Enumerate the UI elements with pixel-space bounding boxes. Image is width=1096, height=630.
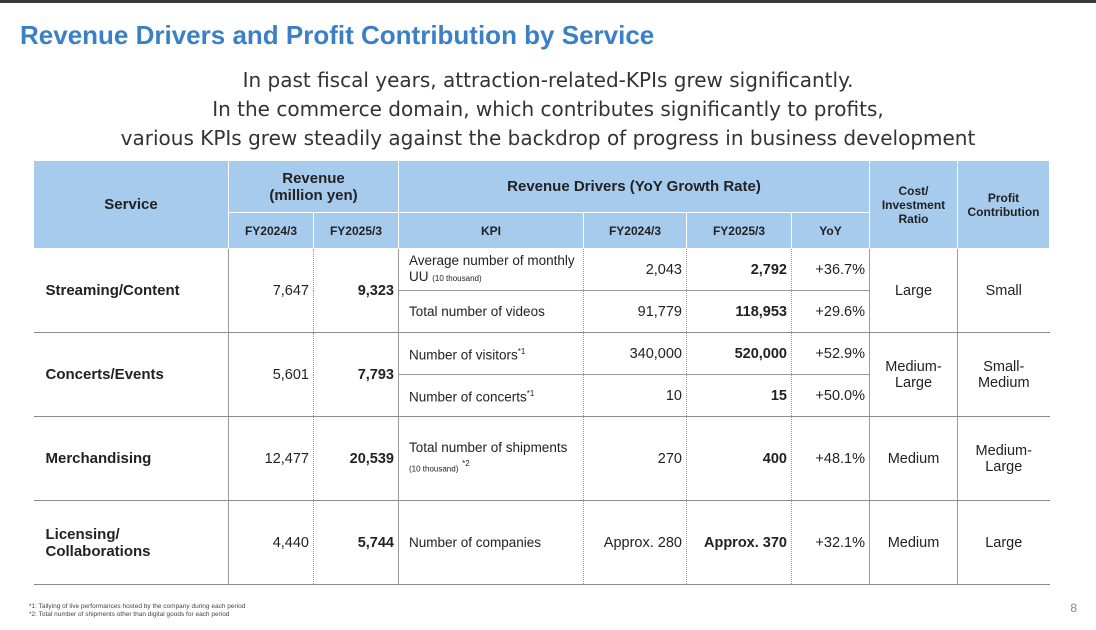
table-row: Total number of videos 91,779 118,953 +2… xyxy=(34,290,1050,333)
licensing-rev-2024: 4,440 xyxy=(228,500,314,585)
header-profit-line-2: Contribution xyxy=(967,204,1040,219)
concerts-kpi-2-mark: *1 xyxy=(526,388,535,398)
licensing-cost: Medium xyxy=(869,500,958,585)
concerts-kpi-1-2024: 340,000 xyxy=(583,332,687,375)
streaming-kpi-1-note: (10 thousand) xyxy=(432,273,482,283)
subtitle-line-1: In past fiscal years, attraction-related… xyxy=(242,68,854,92)
streaming-kpi-2-2024: 91,779 xyxy=(583,290,687,333)
header-rev-fy2025: FY2025/3 xyxy=(313,212,399,249)
header-revenue-drivers: Revenue Drivers (YoY Growth Rate) xyxy=(398,160,870,213)
header-revenue-line-2: (million yen) xyxy=(269,186,358,204)
concerts-kpi-1-label: Number of visitors xyxy=(409,347,518,363)
streaming-kpi-2-2025: 118,953 xyxy=(686,290,792,333)
streaming-rev-2025: 9,323 xyxy=(313,248,399,333)
merch-kpi-2024: 270 xyxy=(583,416,687,501)
header-service: Service xyxy=(33,160,229,249)
concerts-kpi-1: Number of visitors*1 xyxy=(398,332,584,375)
licensing-kpi-yoy: +32.1% xyxy=(791,500,870,585)
streaming-kpi-1-2024: 2,043 xyxy=(583,248,687,291)
concerts-kpi-2-2025: 15 xyxy=(686,374,792,417)
header-revenue: Revenue (million yen) xyxy=(228,160,399,213)
streaming-kpi-2-yoy: +29.6% xyxy=(791,290,870,333)
merch-profit-line-1: Medium- xyxy=(975,442,1032,459)
merch-rev-2025: 20,539 xyxy=(313,416,399,501)
table-row: Streaming/Content 7,647 9,323 Average nu… xyxy=(33,248,1050,333)
concerts-rev-2024: 5,601 xyxy=(228,332,314,417)
concerts-kpi-1-mark: *1 xyxy=(517,346,526,356)
service-streaming: Streaming/Content xyxy=(33,248,229,333)
merch-profit: Medium- Large xyxy=(957,416,1050,501)
header-rev-fy2024: FY2024/3 xyxy=(228,212,314,249)
table-row: Licensing/ Collaborations 4,440 5,744 Nu… xyxy=(33,500,1050,585)
table-row: Concerts/Events 5,601 7,793 Number of vi… xyxy=(33,332,1050,417)
licensing-rev-2025: 5,744 xyxy=(313,500,399,585)
concerts-kpi-1-yoy: +52.9% xyxy=(791,332,870,375)
concerts-profit-line-2: Medium xyxy=(977,374,1030,391)
service-merchandising: Merchandising xyxy=(33,416,229,501)
merch-kpi-mark: *2 xyxy=(462,458,470,468)
concerts-cost: Medium- Large xyxy=(869,332,958,417)
merch-cost: Medium xyxy=(869,416,958,501)
streaming-kpi-1: Average number of monthly UU (10 thousan… xyxy=(398,248,584,291)
header-cost-line-1: Cost/ xyxy=(898,183,929,198)
header-kpi: KPI xyxy=(398,212,584,249)
merch-kpi-label: Total number of shipments xyxy=(409,439,568,455)
merch-kpi: Total number of shipments (10 thousand) … xyxy=(398,416,584,501)
table-row: Number of concerts*1 10 15 +50.0% xyxy=(34,374,1050,417)
footnote-2: *2: Total number of shipments other than… xyxy=(29,611,230,618)
concerts-kpi-2-label: Number of concerts xyxy=(409,389,527,405)
streaming-cost: Large xyxy=(869,248,958,333)
header-cost-ratio: Cost/ Investment Ratio xyxy=(869,160,958,249)
merch-kpi-2025: 400 xyxy=(686,416,792,501)
streaming-kpi-1-label: Average number of monthly UU xyxy=(409,252,575,284)
page-title: Revenue Drivers and Profit Contribution … xyxy=(20,20,655,50)
header-profit-line-1: Profit xyxy=(987,190,1020,205)
service-concerts: Concerts/Events xyxy=(33,332,229,417)
concerts-profit: Small- Medium xyxy=(957,332,1050,417)
concerts-kpi-2-2024: 10 xyxy=(583,374,687,417)
merch-profit-line-2: Large xyxy=(985,458,1023,475)
header-revenue-line-1: Revenue xyxy=(282,169,345,187)
header-yoy: YoY xyxy=(791,212,870,249)
licensing-line-1: Licensing/ xyxy=(45,525,120,543)
header-kpi-fy2024: FY2024/3 xyxy=(583,212,687,249)
concerts-kpi-1-2025: 520,000 xyxy=(686,332,792,375)
licensing-line-2: Collaborations xyxy=(45,542,151,560)
streaming-profit: Small xyxy=(957,248,1050,333)
streaming-kpi-2: Total number of videos xyxy=(398,290,584,333)
concerts-cost-line-1: Medium- xyxy=(885,358,942,375)
subtitle-line-3: various KPIs grew steadily against the b… xyxy=(120,126,976,150)
licensing-kpi-2025: Approx. 370 xyxy=(686,500,792,585)
merch-rev-2024: 12,477 xyxy=(228,416,314,501)
header-cost-line-2: Investment xyxy=(881,197,946,212)
header-profit-contribution: Profit Contribution xyxy=(957,160,1050,249)
top-border xyxy=(0,0,1096,3)
licensing-kpi: Number of companies xyxy=(398,500,584,585)
streaming-rev-2024: 7,647 xyxy=(228,248,314,333)
subtitle-line-2: In the commerce domain, which contribute… xyxy=(212,97,884,121)
merch-kpi-yoy: +48.1% xyxy=(791,416,870,501)
licensing-kpi-2024: Approx. 280 xyxy=(583,500,687,585)
header-cost-line-3: Ratio xyxy=(898,211,929,226)
footnotes: *1: Tallying of live performances hosted… xyxy=(29,603,245,619)
revenue-drivers-table: Service Revenue (million yen) Revenue Dr… xyxy=(33,160,1050,585)
header-kpi-fy2025: FY2025/3 xyxy=(686,212,792,249)
page-number: 8 xyxy=(1070,601,1077,615)
concerts-cost-line-2: Large xyxy=(894,374,933,391)
merch-kpi-note: (10 thousand) xyxy=(409,464,459,474)
service-licensing: Licensing/ Collaborations xyxy=(33,500,229,585)
concerts-rev-2025: 7,793 xyxy=(313,332,399,417)
streaming-kpi-1-yoy: +36.7% xyxy=(791,248,870,291)
table-row: Merchandising 12,477 20,539 Total number… xyxy=(33,416,1050,501)
concerts-profit-line-1: Small- xyxy=(983,358,1025,375)
subtitle: In past fiscal years, attraction-related… xyxy=(0,66,1096,153)
concerts-kpi-2: Number of concerts*1 xyxy=(398,374,584,417)
licensing-profit: Large xyxy=(957,500,1050,585)
concerts-kpi-2-yoy: +50.0% xyxy=(791,374,870,417)
revenue-drivers-table-container: Service Revenue (million yen) Revenue Dr… xyxy=(33,160,1050,586)
streaming-kpi-1-2025: 2,792 xyxy=(686,248,792,291)
footnote-1: *1: Tallying of live performances hosted… xyxy=(29,603,246,610)
